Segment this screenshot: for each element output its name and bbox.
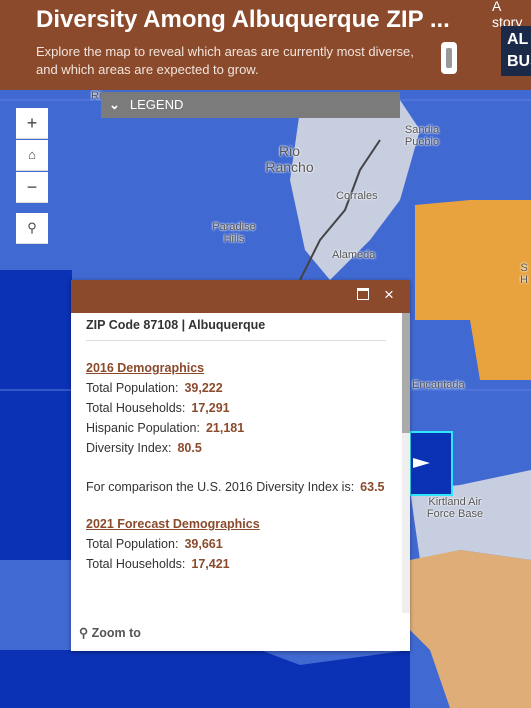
zoom-to[interactable]: ⚲ Zoom to [79, 626, 141, 640]
stat-row: Total Households: 17,421 [86, 557, 386, 571]
stat-value: 39,222 [184, 381, 223, 395]
stat-row: Diversity Index: 80.5 [86, 441, 386, 455]
search[interactable]: ⚲ [16, 213, 48, 244]
home[interactable]: ⌂ [16, 140, 48, 171]
stat-row: Total Population: 39,661 [86, 537, 386, 551]
road [299, 139, 381, 281]
map-label: Paradise Hills [212, 221, 256, 245]
stat-label: Total Households: [86, 557, 186, 571]
map-label: S H [520, 262, 528, 286]
maximize[interactable] [357, 288, 369, 300]
map-area [290, 100, 420, 280]
logo-line: AL [507, 31, 529, 48]
popup-title: ZIP Code 87108 | Albuquerque [86, 313, 386, 341]
map-label: Encantada [412, 379, 465, 391]
popup-content: ZIP Code 87108 | Albuquerque 2016 Demogr… [86, 313, 386, 613]
section-heading[interactable]: 2021 Forecast Demographics [86, 517, 260, 531]
legend-label: LEGEND [129, 97, 184, 112]
chevron: ⌄ [109, 97, 120, 112]
map-label: Sandia Pueblo [404, 124, 440, 148]
stat-value: 17,421 [191, 557, 230, 571]
comparison-text: For comparison the U.S. 2016 Diversity I… [86, 480, 355, 494]
stat-row: Hispanic Population: 21,181 [86, 421, 386, 435]
map-label: Rio Rancho [265, 143, 314, 175]
stat-value: 17,291 [191, 401, 230, 415]
stat-label: Hispanic Population: [86, 421, 200, 435]
title: Diversity Among Albuquerque ZIP ... [36, 6, 450, 33]
section-heading[interactable]: 2016 Demographics [86, 361, 205, 375]
subtitle: Explore the map to reveal which areas ar… [36, 44, 414, 77]
map-area [0, 650, 410, 708]
stat-value: 21,181 [205, 421, 245, 435]
selected-zip[interactable] [409, 431, 453, 496]
map-label: Corrales [336, 190, 378, 202]
header: Diversity Among Albuquerque ZIP ... Expl… [0, 0, 531, 90]
scroll-toggle[interactable] [441, 42, 457, 74]
stat-value: 39,661 [184, 537, 223, 551]
stat-label: Total Households: [86, 401, 186, 415]
map-area [415, 200, 531, 380]
stat-label: Total Population: [86, 381, 179, 395]
map-label: Kirtland Air Force Base [426, 496, 484, 520]
stat-label: Total Population: [86, 537, 179, 551]
map-area [410, 550, 531, 708]
zoom-in[interactable]: + [16, 108, 48, 139]
map-label: Alameda [332, 249, 376, 261]
stat-value: 80.5 [177, 441, 202, 455]
stat-row: Total Population: 39,222 [86, 381, 386, 395]
comparison: For comparison the U.S. 2016 Diversity I… [86, 477, 386, 497]
stat-row: Total Households: 17,291 [86, 401, 386, 415]
logo-line: BUS [507, 53, 531, 70]
map-area [0, 270, 72, 560]
stat-label: Diversity Index: [86, 441, 172, 455]
logo[interactable]: AL BUS [501, 26, 531, 76]
zoom-out[interactable]: − [16, 172, 48, 203]
popup-header: × [71, 280, 410, 313]
zoom-to-label: Zoom to [91, 626, 141, 640]
comparison-value: 63.5 [360, 480, 385, 494]
popup: × ZIP Code 87108 | Albuquerque 2016 Demo… [71, 280, 410, 651]
legend-toggle[interactable]: ⌄ LEGEND [101, 92, 400, 118]
map-label: Ri [91, 90, 102, 102]
scrollbar [402, 313, 410, 613]
close[interactable]: × [384, 285, 394, 304]
pointer [413, 458, 430, 468]
